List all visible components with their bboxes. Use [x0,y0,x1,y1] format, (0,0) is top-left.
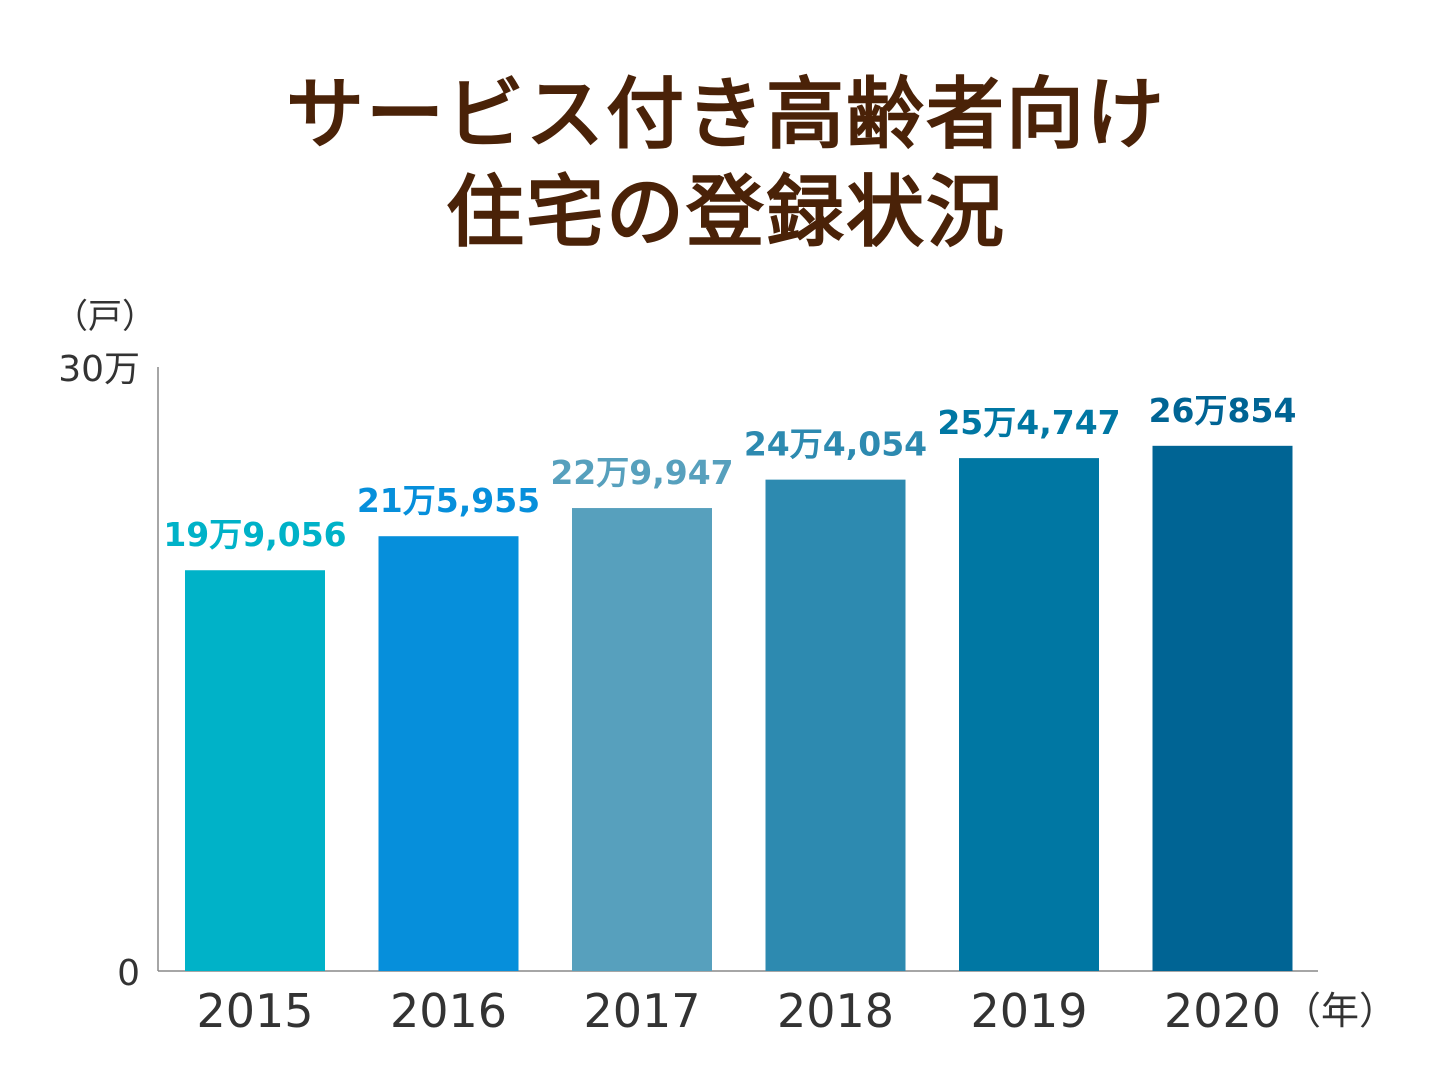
data-label-2015: 19万9,056 [163,515,346,554]
chart-title-line1: サービス付き高齢者向け [285,70,1166,160]
data-label-2016: 21万5,955 [357,481,540,520]
data-label-2020: 26万854 [1149,391,1297,430]
y-tick-label: 30万 [58,349,140,390]
bar-2016 [378,536,519,971]
x-tick-label-2018: 2018 [777,984,894,1038]
x-axis-unit-label: （年） [1283,989,1397,1033]
x-tick-label-2020: 2020 [1164,984,1281,1038]
data-label-2019: 25万4,747 [937,403,1120,442]
data-label-2017: 22万9,947 [550,453,733,492]
data-label-2018: 24万4,054 [744,425,927,464]
bar-2020 [1152,445,1293,971]
x-tick-label-2015: 2015 [196,984,313,1038]
y-axis-unit-label: （戸） [54,297,156,337]
bar-2018 [765,479,906,971]
x-tick-label-2016: 2016 [390,984,507,1038]
x-tick-label-2017: 2017 [583,984,700,1038]
chart-title-line2: 住宅の登録状況 [445,168,1006,258]
y-tick-label: 0 [117,953,140,994]
x-tick-label-2019: 2019 [970,984,1087,1038]
bar-2019 [959,458,1099,971]
bar-2017 [572,508,712,971]
bar-2015 [185,570,325,971]
